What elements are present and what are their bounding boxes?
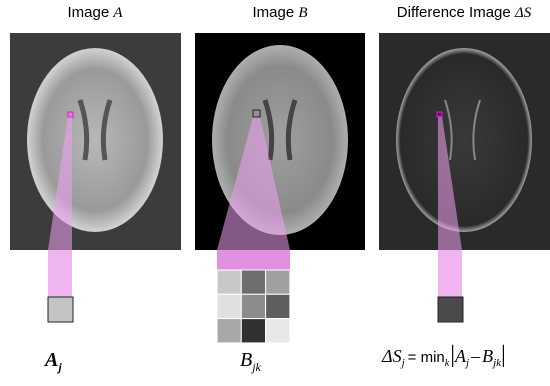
title-text: Image [252, 4, 294, 21]
cell [241, 319, 265, 343]
cell [241, 270, 265, 294]
label-sub: jk [250, 360, 261, 374]
cell [217, 270, 241, 294]
brain [396, 48, 532, 232]
zoom-cone [217, 250, 290, 270]
cell [266, 319, 290, 343]
formula-part: ΔS [381, 346, 402, 366]
panel-title: Image B [252, 4, 307, 21]
diagram: Image A Image B Difference Image ΔS Aj B… [0, 0, 550, 386]
title-var: ΔS [514, 5, 532, 21]
title-text: Image [67, 4, 109, 21]
formula: ΔSj= mink|Aj–Bjk| [381, 342, 506, 369]
panel-title: Image A [67, 4, 123, 21]
formula-part: k [445, 358, 450, 369]
label-main: B [240, 349, 252, 371]
formula-part: = min [408, 349, 445, 366]
cell [217, 294, 241, 318]
pixel [438, 297, 463, 322]
formula-part: | [501, 342, 506, 368]
cell [241, 294, 265, 318]
label-b: Bjk [240, 349, 262, 374]
label-main: A [43, 349, 58, 371]
zoom-cone [48, 250, 72, 297]
cell [217, 319, 241, 343]
formula-part: – [470, 346, 481, 366]
title-var: B [298, 5, 307, 21]
pixel [48, 297, 73, 322]
neighborhood-grid [217, 270, 290, 343]
title-text: Difference Image [397, 4, 511, 21]
zoom-cone [438, 250, 462, 297]
panel-title: Difference Image ΔS [397, 4, 532, 21]
cell [266, 270, 290, 294]
title-var: A [112, 5, 123, 21]
label-a: Aj [43, 349, 62, 374]
brain [27, 48, 163, 232]
cell [266, 294, 290, 318]
formula-part: B [482, 346, 493, 366]
